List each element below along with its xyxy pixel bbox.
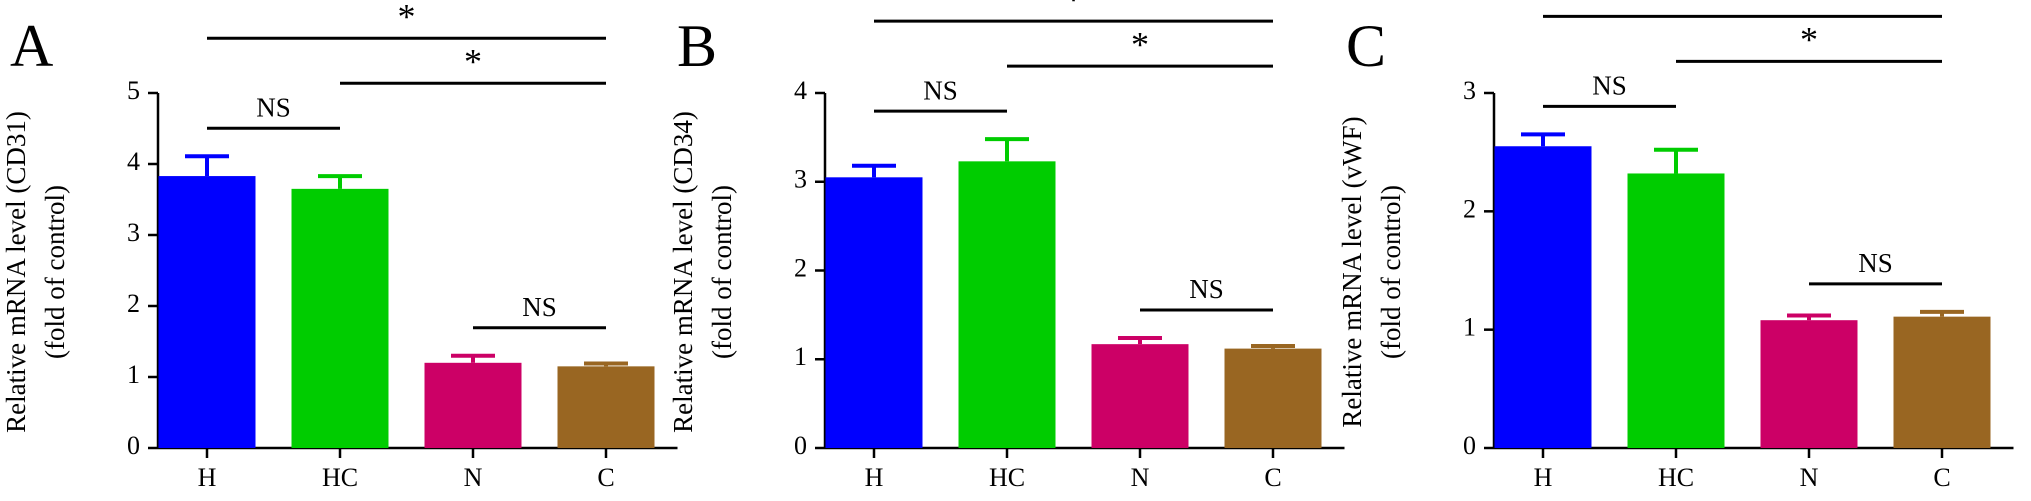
significance-label: * [464, 41, 482, 81]
bar [291, 188, 389, 448]
panel-label: C [1346, 13, 1386, 79]
panel-label: A [10, 13, 53, 79]
bar [1091, 344, 1189, 448]
x-tick-label: C [1933, 463, 1950, 492]
y-axis-label: Relative mRNA level (CD34) [668, 111, 698, 433]
significance-label: NS [1592, 71, 1627, 101]
y-tick-label: 3 [1463, 76, 1476, 105]
significance-label: NS [1858, 248, 1893, 278]
significance-label: NS [522, 292, 557, 322]
y-axis-label: Relative mRNA level (vWF) [1337, 116, 1367, 427]
significance-label: * [1800, 20, 1818, 60]
bar [825, 177, 923, 448]
significance-label: NS [256, 92, 291, 122]
significance-label: * [398, 0, 416, 36]
y-tick-label: 4 [794, 76, 807, 105]
x-tick-label: HC [1658, 463, 1694, 492]
bar [1893, 316, 1991, 448]
x-tick-label: H [1534, 463, 1553, 492]
panel-label: B [677, 13, 717, 79]
y-tick-label: 1 [1463, 313, 1476, 342]
x-tick-label: N [1800, 463, 1819, 492]
y-tick-label: 3 [127, 218, 140, 247]
y-tick-label: 2 [127, 289, 140, 318]
significance-label: * [1734, 0, 1752, 15]
y-tick-label: 0 [1463, 431, 1476, 460]
bar [557, 366, 655, 448]
y-axis-label: (fold of control) [40, 185, 70, 359]
y-tick-label: 1 [794, 342, 807, 371]
significance-label: NS [923, 75, 958, 105]
y-tick-label: 1 [127, 360, 140, 389]
y-axis-label: (fold of control) [1376, 185, 1406, 359]
x-tick-label: C [597, 463, 614, 492]
bar [158, 176, 256, 448]
x-tick-label: C [1264, 463, 1281, 492]
bar [1224, 348, 1322, 448]
bar [1760, 320, 1858, 448]
bar [424, 362, 522, 448]
x-tick-label: HC [989, 463, 1025, 492]
significance-label: * [1065, 0, 1083, 19]
y-tick-label: 0 [127, 431, 140, 460]
y-tick-label: 3 [794, 165, 807, 194]
y-tick-label: 2 [1463, 194, 1476, 223]
x-tick-label: H [198, 463, 217, 492]
y-tick-label: 5 [127, 76, 140, 105]
significance-label: NS [1189, 274, 1224, 304]
y-tick-label: 0 [794, 431, 807, 460]
y-axis-label: (fold of control) [707, 185, 737, 359]
bar [958, 161, 1056, 448]
y-tick-label: 2 [794, 253, 807, 282]
bar [1494, 146, 1592, 448]
bar [1627, 173, 1725, 448]
x-tick-label: N [464, 463, 483, 492]
x-tick-label: N [1131, 463, 1150, 492]
y-axis-label: Relative mRNA level (CD31) [1, 111, 31, 433]
significance-label: * [1131, 24, 1149, 64]
x-tick-label: HC [322, 463, 358, 492]
x-tick-label: H [865, 463, 884, 492]
y-tick-label: 4 [127, 147, 140, 176]
